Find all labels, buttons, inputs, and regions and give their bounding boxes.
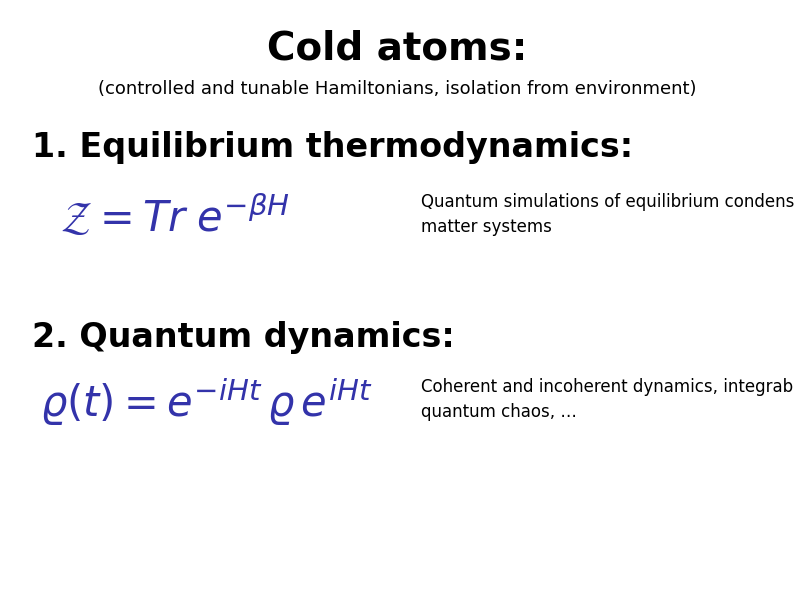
Text: $\varrho(t) = e^{-iHt}\, \varrho\, e^{iHt}$: $\varrho(t) = e^{-iHt}\, \varrho\, e^{iH… — [40, 375, 373, 428]
Text: Coherent and incoherent dynamics, integrability,
quantum chaos, …: Coherent and incoherent dynamics, integr… — [421, 378, 794, 421]
Text: Cold atoms:: Cold atoms: — [267, 30, 527, 68]
Text: 2. Quantum dynamics:: 2. Quantum dynamics: — [32, 321, 454, 354]
Text: (controlled and tunable Hamiltonians, isolation from environment): (controlled and tunable Hamiltonians, is… — [98, 80, 696, 98]
Text: 1. Equilibrium thermodynamics:: 1. Equilibrium thermodynamics: — [32, 131, 633, 164]
Text: $\mathcal{Z} = \mathit{Tr}\; e^{-\beta H}$: $\mathcal{Z} = \mathit{Tr}\; e^{-\beta H… — [60, 193, 290, 241]
Text: Quantum simulations of equilibrium condensed
matter systems: Quantum simulations of equilibrium conde… — [421, 193, 794, 236]
